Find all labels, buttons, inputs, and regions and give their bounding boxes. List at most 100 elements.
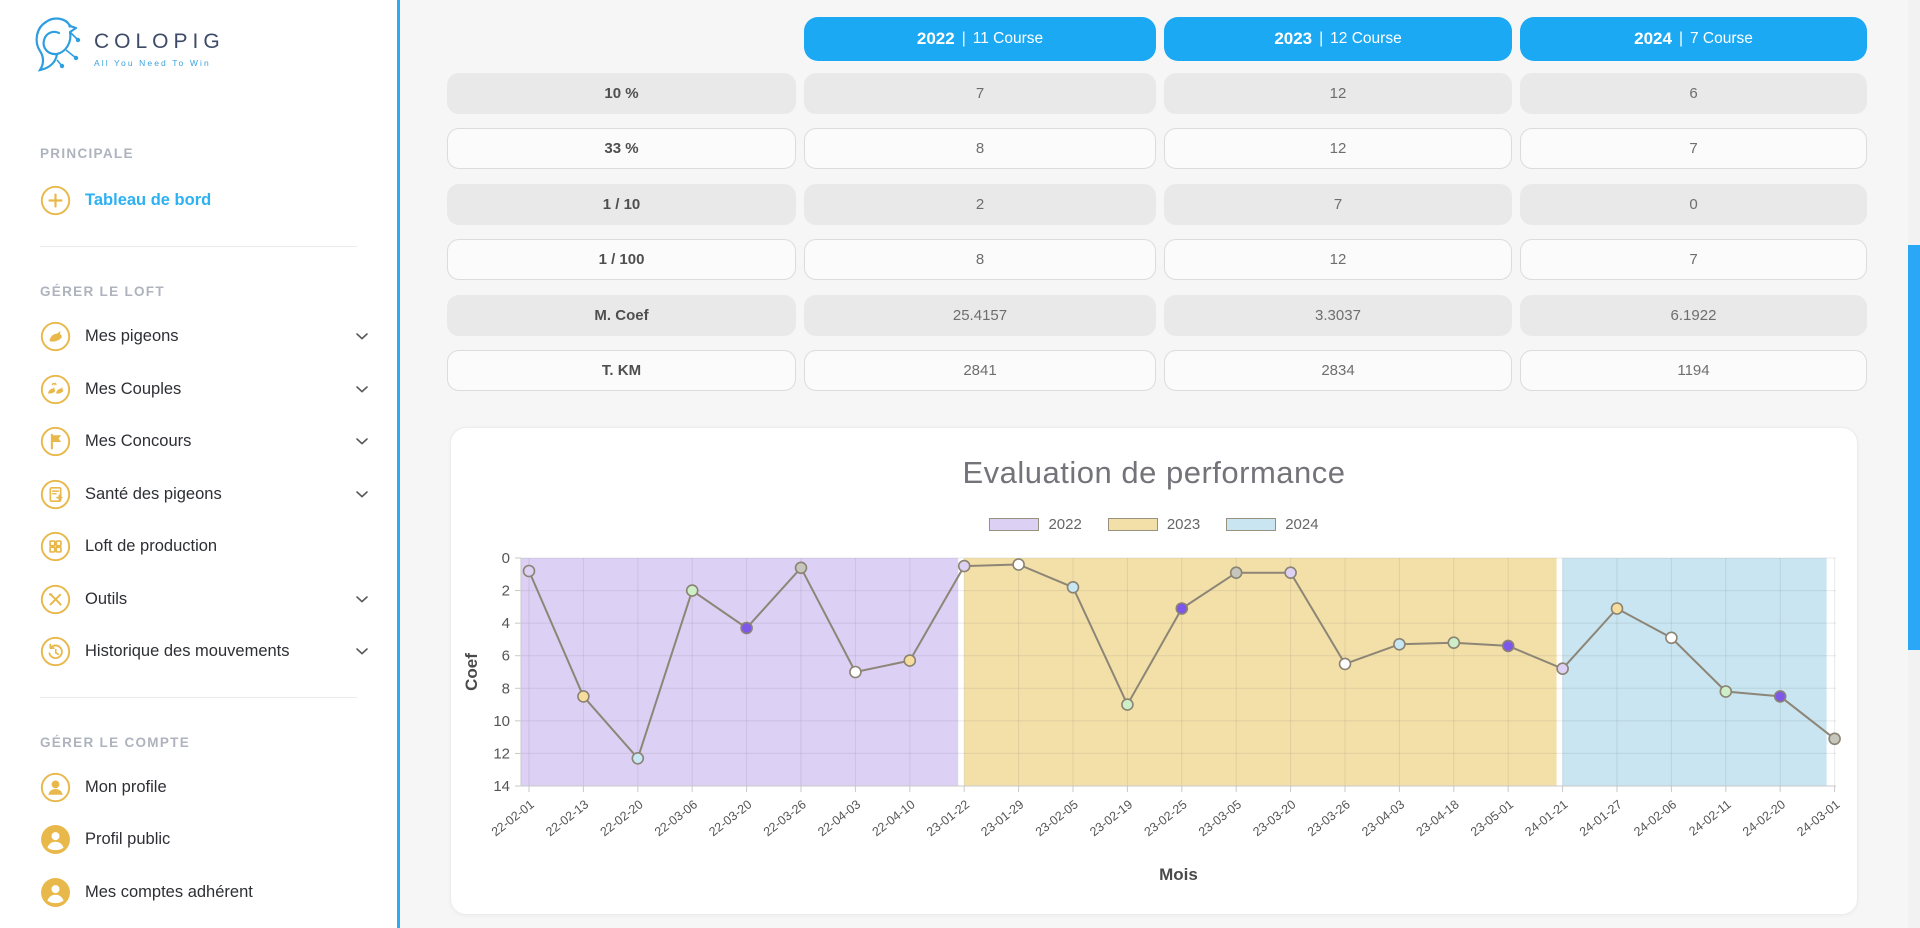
sidebar-item-label: Mes Couples bbox=[85, 379, 182, 398]
x-tick-label: 22-02-20 bbox=[598, 797, 646, 839]
sidebar-item-label: Santé des pigeons bbox=[85, 484, 222, 503]
stat-row-label: 10 % bbox=[447, 72, 796, 114]
sidebar-item-mes-couples[interactable]: Mes Couples bbox=[40, 363, 369, 416]
sidebar-item-label: Mes comptes adhérent bbox=[85, 882, 253, 901]
x-tick-label: 24-02-11 bbox=[1686, 797, 1733, 838]
legend-item-2024[interactable]: 2024 bbox=[1226, 516, 1319, 533]
sidebar-accent-divider bbox=[397, 0, 400, 928]
stat-value-2024: 1194 bbox=[1520, 350, 1867, 391]
stat-value-2022: 2 bbox=[804, 183, 1156, 225]
chevron-down-icon[interactable] bbox=[355, 332, 369, 341]
x-axis-title: Mois bbox=[1159, 865, 1198, 884]
data-point bbox=[1447, 636, 1461, 649]
data-point bbox=[794, 561, 808, 575]
stats-table: 2022 | 11 Course 2023 | 12 Course 2024 | 7 Cours… bbox=[447, 17, 1867, 391]
brand-logo[interactable]: COLOPIG All You Need To Win bbox=[32, 14, 397, 96]
brand-tagline: All You Need To Win bbox=[94, 58, 211, 68]
data-point bbox=[1556, 662, 1569, 675]
sidebar-item-tableau-de-bord[interactable]: Tableau de bord bbox=[40, 174, 369, 227]
data-point bbox=[1338, 657, 1352, 671]
stat-value-2023: 2834 bbox=[1164, 350, 1512, 391]
grid-icon bbox=[40, 531, 71, 562]
user-outline-icon bbox=[40, 772, 71, 803]
x-tick-label: 23-04-03 bbox=[1359, 797, 1407, 839]
x-tick-label: 24-01-27 bbox=[1577, 797, 1625, 839]
stat-value-2024: 7 bbox=[1520, 128, 1867, 169]
y-tick-label: 8 bbox=[502, 680, 510, 697]
x-tick-label: 22-04-03 bbox=[815, 797, 863, 839]
x-tick-label: 23-02-19 bbox=[1087, 797, 1135, 839]
stat-value-2023: 12 bbox=[1164, 72, 1512, 114]
legend-item-2022[interactable]: 2022 bbox=[989, 516, 1082, 533]
sidebar-item-loft-de-production[interactable]: Loft de production bbox=[40, 521, 369, 574]
pigeon-icon bbox=[40, 321, 71, 352]
sidebar-section-divider bbox=[40, 697, 357, 698]
performance-chart-card: Evaluation de performance 2022 2023 2024 0… bbox=[450, 427, 1858, 915]
tools-icon bbox=[40, 584, 71, 615]
x-tick-label: 23-01-29 bbox=[978, 797, 1026, 839]
data-point bbox=[1719, 685, 1733, 698]
x-tick-label: 23-03-05 bbox=[1196, 797, 1244, 839]
header-separator: | bbox=[961, 30, 966, 47]
data-point bbox=[631, 752, 645, 765]
flag-icon bbox=[40, 426, 71, 457]
chevron-down-icon[interactable] bbox=[355, 490, 369, 499]
year-header-2022[interactable]: 2022 | 11 Course bbox=[804, 17, 1156, 61]
data-point bbox=[1229, 566, 1243, 580]
x-tick-label: 23-03-20 bbox=[1250, 797, 1298, 839]
sidebar-item-historique-des-mouvements[interactable]: Historique des mouvements bbox=[40, 626, 369, 679]
sidebar-item-outils[interactable]: Outils bbox=[40, 573, 369, 626]
data-point bbox=[1665, 631, 1678, 645]
legend-label: 2023 bbox=[1166, 516, 1201, 533]
sidebar-item-profil-public[interactable]: Profil public bbox=[40, 814, 369, 867]
year-band-2023 bbox=[964, 558, 1557, 786]
history-icon bbox=[40, 636, 71, 667]
legend-swatch bbox=[989, 518, 1040, 531]
x-tick-label: 23-04-18 bbox=[1414, 797, 1462, 839]
data-point bbox=[740, 621, 753, 635]
x-tick-label: 22-03-26 bbox=[761, 797, 809, 839]
data-point bbox=[522, 564, 536, 578]
year-label: 2022 bbox=[916, 29, 955, 48]
y-axis-title: Coef bbox=[462, 653, 481, 691]
sidebar-item-label: Outils bbox=[85, 589, 128, 608]
year-band-2022 bbox=[521, 558, 959, 786]
chevron-down-icon[interactable] bbox=[355, 595, 369, 604]
sidebar-item-mes-comptes-adherent[interactable]: Mes comptes adhérent bbox=[40, 866, 369, 919]
sidebar-item-mes-pigeons[interactable]: Mes pigeons bbox=[40, 311, 369, 364]
x-tick-label: 23-01-22 bbox=[924, 797, 972, 839]
stat-value-2024: 6 bbox=[1520, 72, 1867, 114]
data-point bbox=[1175, 602, 1189, 615]
legend-swatch bbox=[1107, 518, 1158, 531]
year-header-2023[interactable]: 2023 | 12 Course bbox=[1164, 17, 1512, 61]
x-tick-label: 23-02-05 bbox=[1033, 797, 1081, 839]
year-header-2024[interactable]: 2024 | 7 Course bbox=[1520, 17, 1867, 61]
stat-value-2023: 7 bbox=[1164, 183, 1512, 225]
year-label: 2024 bbox=[1634, 29, 1672, 48]
sidebar-item-mon-profile[interactable]: Mon profile bbox=[40, 761, 369, 814]
vertical-scrollbar-thumb[interactable] bbox=[1908, 245, 1920, 650]
data-point bbox=[1501, 639, 1515, 653]
sidebar: COLOPIG All You Need To Win PRINCIPALE Ta… bbox=[0, 0, 397, 928]
course-count-label: 11 Course bbox=[972, 30, 1044, 47]
sidebar-item-mes-concours[interactable]: Mes Concours bbox=[40, 416, 369, 469]
sidebar-item-sante-des-pigeons[interactable]: Santé des pigeons bbox=[40, 468, 369, 521]
sidebar-item-label: Historique des mouvements bbox=[85, 642, 290, 661]
stat-value-2022: 8 bbox=[804, 128, 1156, 169]
user-solid-icon bbox=[40, 824, 71, 855]
sidebar-section-label: PRINCIPALE bbox=[40, 146, 134, 161]
stat-value-2024: 6.1922 bbox=[1520, 294, 1867, 336]
stat-value-2022: 2841 bbox=[804, 350, 1156, 391]
chevron-down-icon[interactable] bbox=[355, 647, 369, 656]
y-tick-label: 14 bbox=[493, 778, 510, 795]
stat-value-2023: 12 bbox=[1164, 128, 1512, 169]
legend-item-2023[interactable]: 2023 bbox=[1107, 516, 1201, 533]
legend-label: 2024 bbox=[1285, 516, 1319, 533]
stat-row-label: 1 / 100 bbox=[447, 239, 796, 280]
data-point bbox=[1012, 558, 1025, 571]
chevron-down-icon[interactable] bbox=[355, 385, 369, 394]
chevron-down-icon[interactable] bbox=[355, 437, 369, 446]
sidebar-section-items: Mes pigeons Mes Couples Mes Concours Santé … bbox=[0, 311, 397, 679]
data-point bbox=[1284, 566, 1297, 580]
